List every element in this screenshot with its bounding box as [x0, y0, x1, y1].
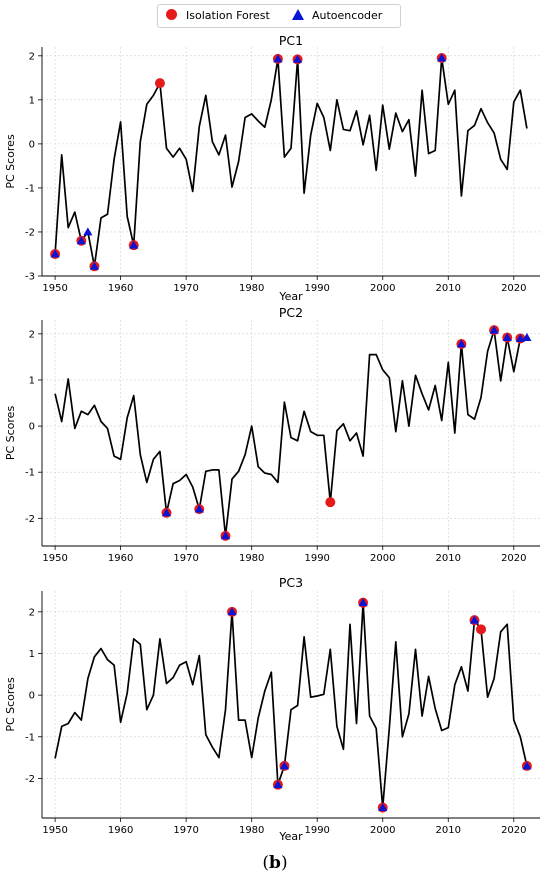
y-tick-label: -2 — [25, 774, 35, 785]
legend-autoencoder-label: Autoencoder — [312, 9, 383, 22]
x-tick-label: 1950 — [42, 553, 67, 564]
red-circle-icon — [166, 9, 177, 20]
x-tick-label: 2010 — [436, 553, 461, 564]
y-tick-label: 2 — [29, 329, 35, 340]
x-tick-label: 1950 — [42, 825, 67, 836]
y-axis-label: PC Scores — [4, 406, 17, 461]
y-tick-label: 0 — [29, 139, 35, 150]
y-tick-label: -1 — [25, 183, 35, 194]
chart-title: PC1 — [279, 33, 303, 48]
y-tick-label: 0 — [29, 691, 35, 702]
caption-open-paren: ( — [262, 853, 270, 873]
caption-letter: b — [269, 853, 281, 873]
y-tick-label: -1 — [25, 468, 35, 479]
y-tick-label: 2 — [29, 607, 35, 618]
autoencoder-point — [220, 531, 231, 540]
autoencoder-point — [89, 261, 100, 270]
x-tick-label: 2000 — [370, 553, 395, 564]
blue-triangle-icon — [292, 9, 304, 20]
x-tick-label: 1980 — [239, 553, 264, 564]
legend-isolation-label: Isolation Forest — [186, 9, 270, 22]
x-axis-label: Year — [278, 830, 303, 843]
autoencoder-point — [273, 780, 283, 789]
x-tick-label: 2010 — [436, 825, 461, 836]
autoencoder-point — [358, 598, 368, 607]
autoencoder-point — [489, 325, 499, 334]
series-line — [54, 57, 528, 268]
y-axis-label: PC Scores — [4, 134, 17, 189]
autoencoder-point — [161, 508, 172, 517]
chart-title: PC2 — [279, 305, 303, 320]
x-tick-label: 1980 — [239, 283, 264, 294]
x-tick-label: 2000 — [370, 283, 395, 294]
series-line — [54, 601, 528, 809]
autoencoder-point — [437, 53, 447, 62]
x-tick-label: 1990 — [304, 825, 329, 836]
x-tick-label: 1960 — [108, 553, 133, 564]
autoencoder-point — [515, 333, 525, 342]
legend: Isolation Forest Autoencoder — [157, 4, 401, 28]
isolation-forest-point — [154, 78, 165, 89]
x-tick-label: 2010 — [436, 283, 461, 294]
y-tick-label: -3 — [25, 272, 35, 283]
x-tick-label: 2020 — [501, 553, 526, 564]
chart-panel-pc2: 1950 1960 1970 1980 1990 2000 2010 2020 -2 -1 0 1 2 P… — [4, 305, 540, 564]
autoencoder-point — [522, 332, 532, 341]
x-tick-label: 2020 — [501, 825, 526, 836]
x-tick-label: 1990 — [304, 283, 329, 294]
chart-panel-pc1: 1950 1960 1970 1980 1990 2000 2010 2020 -3 -2 -1 0 1… — [4, 33, 540, 303]
chart-title: PC3 — [279, 575, 303, 590]
legend-isolation-forest: Isolation Forest — [166, 8, 270, 24]
legend-autoencoder: Autoencoder — [292, 8, 382, 24]
y-tick-label: 1 — [29, 649, 35, 660]
y-tick-label: 0 — [29, 422, 35, 433]
y-axis-label: PC Scores — [4, 677, 17, 732]
x-tick-label: 1960 — [108, 283, 133, 294]
chart-panel-pc3: 1950 1960 1970 1980 1990 2000 2010 2020 -2 -1 0 1 2 P… — [4, 575, 540, 843]
caption-close-paren: ) — [280, 853, 288, 873]
x-tick-label: 1970 — [173, 553, 198, 564]
autoencoder-point — [83, 227, 93, 236]
y-tick-label: -2 — [25, 227, 35, 238]
autoencoder-point — [456, 339, 466, 348]
autoencoder-point — [129, 240, 139, 249]
x-tick-label: 1970 — [173, 825, 198, 836]
x-tick-label: 1980 — [239, 825, 264, 836]
autoencoder-point — [227, 607, 237, 616]
y-tick-label: -1 — [25, 732, 35, 743]
autoencoder-point — [502, 332, 512, 341]
y-tick-label: 2 — [29, 51, 35, 62]
series-line — [54, 329, 528, 537]
autoencoder-point — [378, 802, 388, 812]
autoencoder-point — [522, 761, 532, 770]
isolation-forest-point — [476, 624, 487, 635]
x-tick-label: 1970 — [173, 283, 198, 294]
charts-canvas: 1950 1960 1970 1980 1990 2000 2010 2020-3-2-101… — [4, 33, 540, 843]
autoencoder-point — [194, 504, 204, 513]
x-tick-label: 1950 — [42, 283, 67, 294]
figure-caption: (b) — [0, 853, 550, 873]
x-axis-label: Year — [278, 290, 303, 303]
autoencoder-point — [76, 236, 86, 245]
autoencoder-point — [50, 249, 60, 258]
x-tick-label: 1960 — [108, 825, 133, 836]
y-tick-label: 1 — [29, 375, 35, 386]
x-tick-label: 2000 — [370, 825, 395, 836]
y-tick-label: 1 — [29, 95, 35, 106]
autoencoder-point — [469, 615, 480, 624]
x-tick-label: 1990 — [304, 553, 329, 564]
x-tick-label: 2020 — [501, 283, 526, 294]
autoencoder-point — [273, 54, 283, 63]
autoencoder-point — [279, 761, 290, 770]
autoencoder-point — [292, 54, 303, 63]
isolation-forest-point — [325, 497, 336, 508]
y-tick-label: -2 — [25, 514, 35, 525]
